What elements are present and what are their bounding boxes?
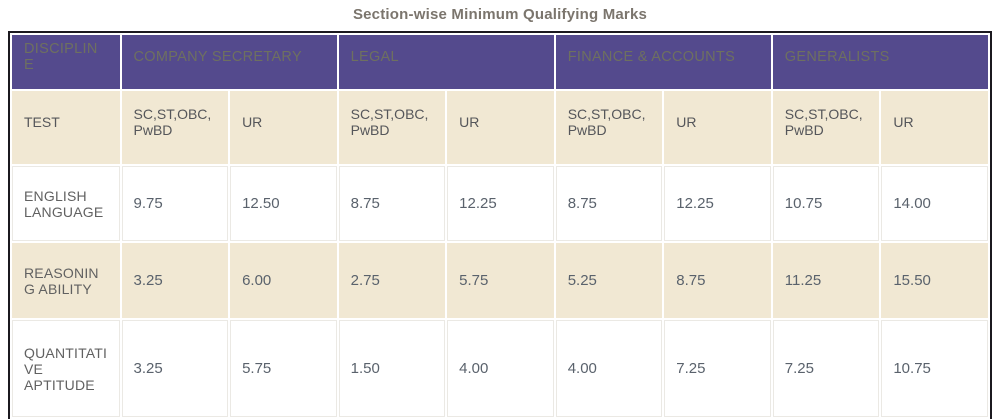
marks-cell: 5.25 — [555, 243, 663, 318]
marks-cell: 1.50 — [338, 320, 446, 417]
marks-cell: 10.75 — [772, 166, 880, 241]
marks-cell: 2.75 — [338, 243, 446, 318]
marks-cell: 7.25 — [772, 320, 880, 417]
column-header-generalists: GENERALISTS — [772, 35, 988, 89]
column-header-finance-accounts: FINANCE & ACCOUNTS — [555, 35, 771, 89]
marks-cell: 8.75 — [555, 166, 663, 241]
marks-cell: 7.25 — [664, 320, 771, 417]
marks-table: DISCIPLINE COMPANY SECRETARY LEGAL FINAN… — [10, 33, 990, 419]
row-label: REASONING ABILITY — [12, 243, 120, 318]
subheader-category-ur: UR — [881, 91, 988, 164]
marks-cell: 11.25 — [772, 243, 880, 318]
subheader-category-reserved: SC,ST,OBC, PwBD — [555, 91, 663, 164]
subheader-category-ur: UR — [664, 91, 771, 164]
subheader-category-ur: UR — [230, 91, 337, 164]
marks-cell: 4.00 — [447, 320, 554, 417]
marks-cell: 5.75 — [230, 320, 337, 417]
group-header-row: DISCIPLINE COMPANY SECRETARY LEGAL FINAN… — [12, 35, 988, 89]
table-row-quantitative-aptitude: QUANTITATIVE APTITUDE 3.25 5.75 1.50 4.0… — [12, 320, 988, 417]
table-row-english-language: ENGLISH LANGUAGE 9.75 12.50 8.75 12.25 8… — [12, 166, 988, 241]
row-label: QUANTITATIVE APTITUDE — [12, 320, 120, 417]
table-row-reasoning-ability: REASONING ABILITY 3.25 6.00 2.75 5.75 5.… — [12, 243, 988, 318]
marks-cell: 4.00 — [555, 320, 663, 417]
marks-cell: 12.50 — [230, 166, 337, 241]
marks-cell: 5.75 — [447, 243, 554, 318]
marks-cell: 8.75 — [664, 243, 771, 318]
marks-cell: 8.75 — [338, 166, 446, 241]
row-label: ENGLISH LANGUAGE — [12, 166, 120, 241]
page-title: Section-wise Minimum Qualifying Marks — [352, 6, 648, 23]
qualifying-marks-table: DISCIPLINE COMPANY SECRETARY LEGAL FINAN… — [8, 31, 992, 419]
column-header-legal: LEGAL — [338, 35, 554, 89]
sub-header-row: TEST SC,ST,OBC, PwBD UR SC,ST,OBC, PwBD … — [12, 91, 988, 164]
subheader-category-reserved: SC,ST,OBC, PwBD — [772, 91, 880, 164]
marks-cell: 15.50 — [881, 243, 988, 318]
marks-cell: 10.75 — [881, 320, 988, 417]
marks-cell: 14.00 — [881, 166, 988, 241]
marks-cell: 3.25 — [121, 243, 229, 318]
marks-cell: 12.25 — [664, 166, 771, 241]
subheader-category-ur: UR — [447, 91, 554, 164]
column-header-discipline: DISCIPLINE — [12, 35, 120, 89]
marks-cell: 3.25 — [121, 320, 229, 417]
subheader-category-reserved: SC,ST,OBC, PwBD — [121, 91, 229, 164]
marks-cell: 9.75 — [121, 166, 229, 241]
subheader-category-reserved: SC,ST,OBC, PwBD — [338, 91, 446, 164]
column-header-company-secretary: COMPANY SECRETARY — [121, 35, 337, 89]
subheader-test: TEST — [12, 91, 120, 164]
marks-cell: 12.25 — [447, 166, 554, 241]
marks-cell: 6.00 — [230, 243, 337, 318]
